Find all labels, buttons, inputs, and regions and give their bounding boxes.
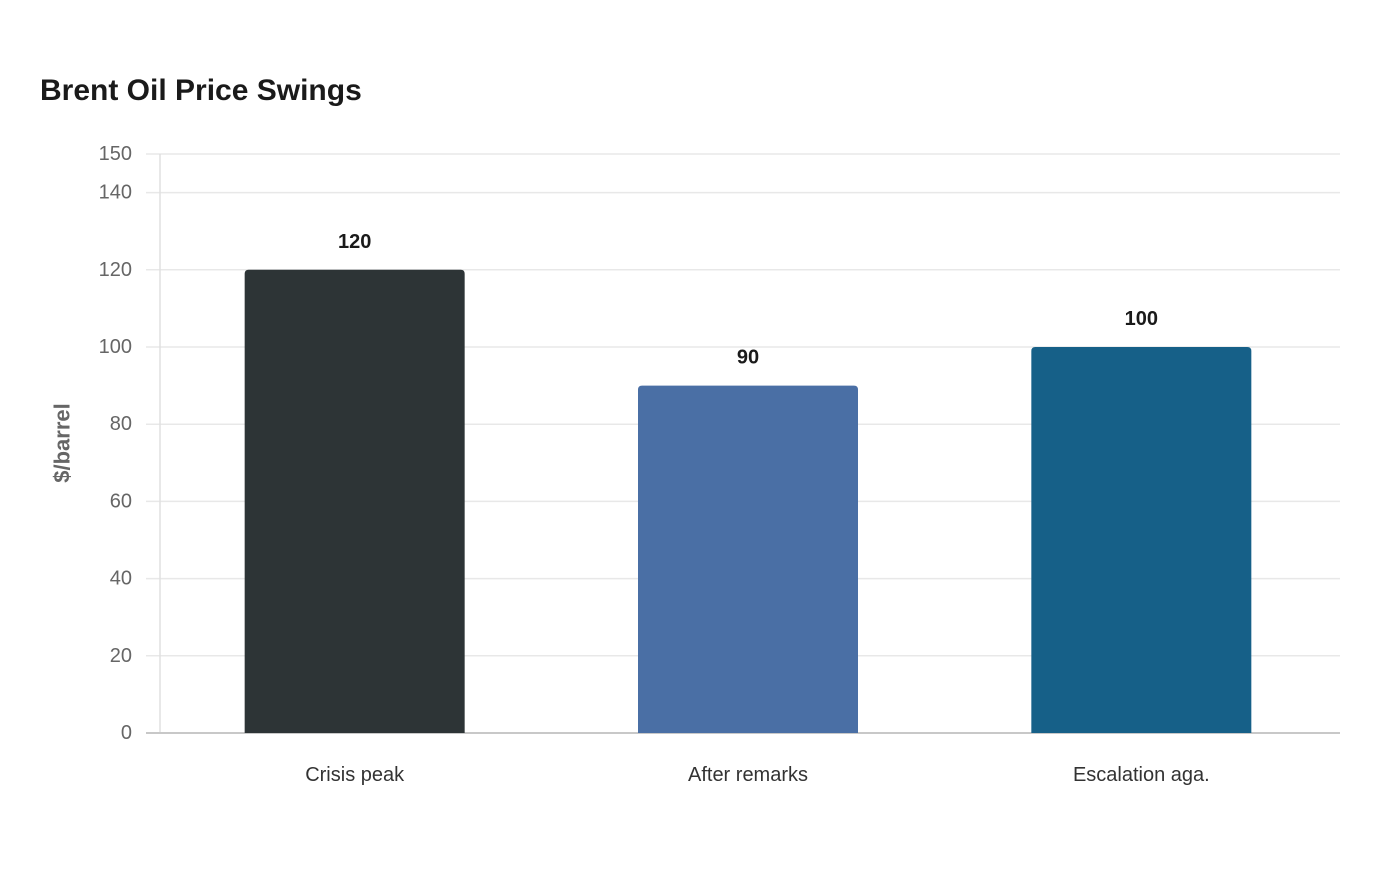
y-tick-label: 100	[99, 336, 132, 358]
labels: 0 20 40 60 80 100 120 140 150 $/barrel 120 Crisis p…	[50, 143, 1210, 786]
data-label: 100	[1125, 308, 1158, 330]
x-tick-label: Crisis peak	[305, 764, 405, 786]
data-label: 90	[737, 347, 759, 369]
x-tick-label: Escalation aga.	[1073, 764, 1210, 786]
bar-1	[638, 385, 858, 733]
y-tick-label: 150	[99, 143, 132, 165]
bar-2	[1031, 347, 1252, 733]
data-label: 120	[338, 231, 371, 253]
chart-title: Brent Oil Price Swings	[40, 74, 362, 107]
bars	[244, 269, 1252, 733]
y-tick-label: 40	[110, 568, 132, 590]
y-tick-label: 120	[99, 259, 132, 281]
bar-0	[244, 269, 465, 733]
y-axis-title: $/barrel	[50, 403, 75, 483]
y-tick-label: 140	[99, 182, 132, 204]
y-tick-label: 80	[110, 413, 132, 435]
x-tick-label: After remarks	[688, 764, 808, 786]
y-tick-label: 60	[110, 490, 132, 512]
y-tick-label: 20	[110, 645, 132, 667]
y-tick-label: 0	[121, 722, 132, 744]
